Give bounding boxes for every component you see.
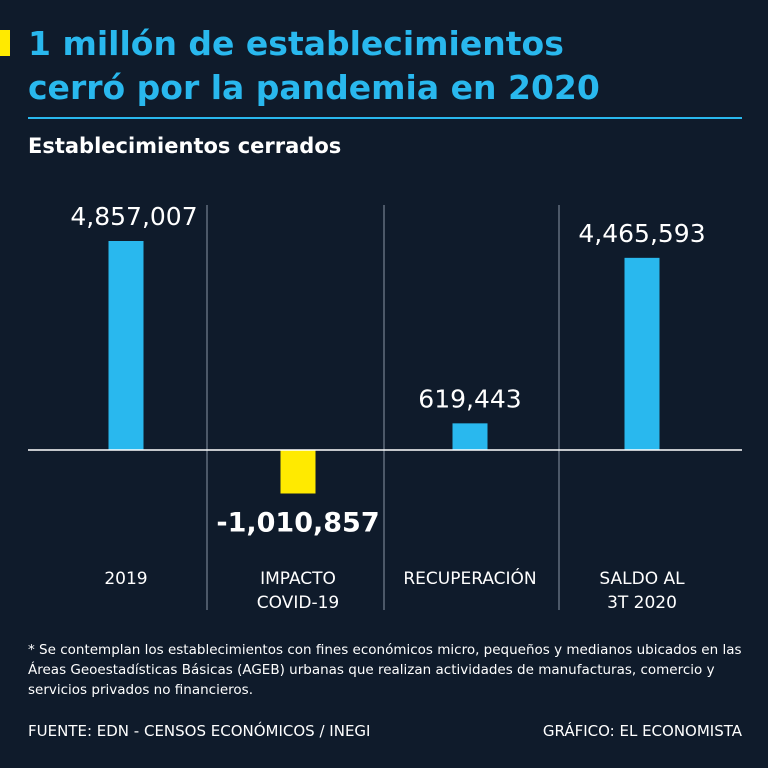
value-label-1: 4,857,007 [70,202,197,231]
value-label-4: 4,465,593 [578,219,705,248]
graphic-credit: GRÁFICO: EL ECONOMISTA [542,722,742,740]
chart-subtitle: Establecimientos cerrados [28,134,342,158]
category-label-2-line-2: COVID-19 [257,593,339,613]
category-label-3: RECUPERACIÓN [403,567,536,589]
category-label-2-line-1: IMPACTO [260,569,336,589]
category-label-1: 2019 [104,569,147,589]
bar-chart: 4,857,007 -1,010,857 619,443 4,465,593 2019 I… [28,202,742,613]
category-label-4-line-1: SALDO AL [599,569,685,589]
title-line-1: 1 millón de establecimientos [28,24,564,63]
bar-4 [624,257,660,450]
bar-3 [452,423,488,450]
value-label-2: -1,010,857 [216,507,379,538]
bar-1 [108,241,144,450]
title-line-2: cerró por la pandemia en 2020 [28,68,600,107]
title-accent-bar [0,30,10,56]
value-label-3: 619,443 [418,384,521,413]
category-label-4-line-2: 3T 2020 [607,593,677,613]
page-title: 1 millón de establecimientos cerró por l… [28,22,748,110]
source-note: FUENTE: EDN - CENSOS ECONÓMICOS / INEGI [28,722,371,740]
bar-2 [280,450,316,494]
title-divider [28,117,742,119]
footnote: * Se contemplan los establecimientos con… [28,642,742,698]
